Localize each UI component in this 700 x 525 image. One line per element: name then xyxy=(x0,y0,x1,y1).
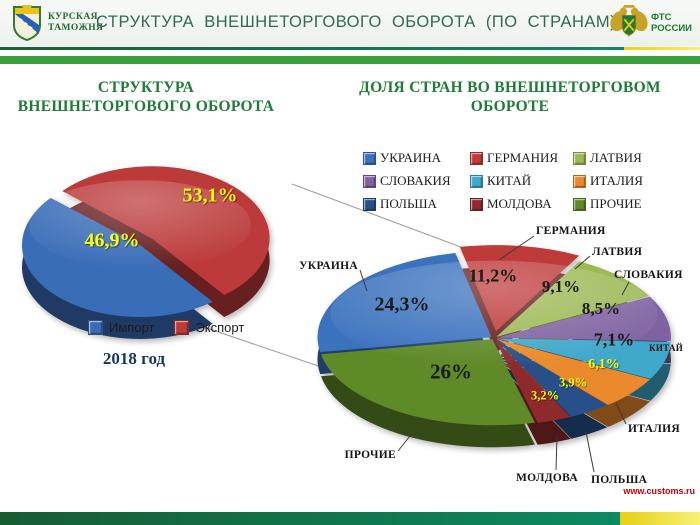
pie-connector-line xyxy=(291,183,494,260)
legend-item-poland: ПОЛЬША xyxy=(363,196,470,212)
right-chart-title-line1: ДОЛЯ СТРАН ВО ВНЕШНЕТОРГОВОМ xyxy=(359,79,661,96)
legend-item-others: ПРОЧИЕ xyxy=(573,196,687,212)
leader-line-italy xyxy=(615,402,627,425)
leader-line-latvia xyxy=(574,255,591,270)
org-name: КУРСКАЯ ТАМОЖНЯ xyxy=(48,12,103,35)
leader-line-moldova xyxy=(555,435,558,471)
legend-swatch-china xyxy=(470,174,483,188)
website-link: www.customs.ru xyxy=(623,486,695,496)
pie-gloss-highlight xyxy=(330,260,658,368)
legend-item-export: Экспорт xyxy=(174,320,244,335)
leader-line-germany xyxy=(498,235,535,261)
legend-swatch-germany xyxy=(470,151,483,165)
legend-swatch-italy xyxy=(573,174,586,188)
legend-label-moldova: МОЛДОВА xyxy=(487,196,552,211)
legend-label-china: КИТАЙ xyxy=(487,173,532,188)
org-name-line2: ТАМОЖНЯ xyxy=(48,23,104,34)
left-chart-title: СТРУКТУРА ВНЕШНЕТОРГОВОГО ОБОРОТА xyxy=(15,79,277,117)
header: КУРСКАЯ ТАМОЖНЯ СТРУКТУРА ВНЕШНЕТОРГОВОГ… xyxy=(0,0,700,46)
legend-item-moldova: МОЛДОВА xyxy=(470,196,573,212)
legend-swatch-slovakia xyxy=(363,174,376,188)
legend-swatch-others xyxy=(573,197,586,211)
legend-label-slovakia: СЛОВАКИЯ xyxy=(380,173,451,188)
leader-line-poland xyxy=(585,431,595,473)
legend-swatch-ukraine xyxy=(363,151,376,165)
divider-bar-green xyxy=(0,56,700,64)
legend-item-china: КИТАЙ xyxy=(470,173,573,189)
fts-name-line2: РОССИИ xyxy=(651,22,692,34)
divider-stripe-yellow xyxy=(624,47,700,50)
legend-label-latvia: ЛАТВИЯ xyxy=(590,150,642,165)
org-name-line1: КУРСКАЯ xyxy=(48,12,98,22)
countries-legend: УКРАИНА ГЕРМАНИЯ ЛАТВИЯ СЛОВАКИЯ КИТАЙ ИТАЛИЯ… xyxy=(363,150,687,212)
legend-item-italy: ИТАЛИЯ xyxy=(573,173,687,189)
kursk-customs-logo-icon xyxy=(13,5,41,42)
left-chart-title-line2: ВНЕШНЕТОРГОВОГО ОБОРОТА xyxy=(17,97,275,115)
leader-line-ukraine xyxy=(359,269,368,292)
legend-item-ukraine: УКРАИНА xyxy=(363,150,470,166)
import-export-legend: Импорт Экспорт xyxy=(88,320,244,335)
legend-label-others: ПРОЧИЕ xyxy=(590,196,642,211)
legend-swatch-latvia xyxy=(573,151,586,165)
legend-label-poland: ПОЛЬША xyxy=(380,196,437,211)
legend-item-germany: ГЕРМАНИЯ xyxy=(470,150,573,166)
leader-line-slovakia xyxy=(621,281,630,296)
year-label: 2018 год xyxy=(102,349,166,368)
fts-russia-eagle-icon xyxy=(610,4,648,38)
legend-item-latvia: ЛАТВИЯ xyxy=(573,150,687,166)
leader-line-others xyxy=(397,430,415,452)
legend-label-italy: ИТАЛИЯ xyxy=(590,173,643,188)
fts-name: ФТС РОССИИ xyxy=(651,12,692,35)
right-chart-title: ДОЛЯ СТРАН ВО ВНЕШНЕТОРГОВОМ ОБОРОТЕ xyxy=(352,79,668,117)
import-export-pie-chart xyxy=(21,166,270,340)
footer-bar-yellow xyxy=(620,512,700,525)
legend-swatch-moldova xyxy=(470,197,483,211)
legend-item-import: Импорт xyxy=(88,320,154,335)
footer-bar-green xyxy=(0,512,620,525)
legend-swatch-export xyxy=(174,320,190,335)
divider-stripe-teal xyxy=(0,47,624,50)
fts-name-line1: ФТС xyxy=(651,12,672,23)
legend-swatch-import xyxy=(88,320,103,335)
legend-item-slovakia: СЛОВАКИЯ xyxy=(363,173,470,189)
legend-label-export: Экспорт xyxy=(195,320,245,335)
right-chart-title-line2: ОБОРОТЕ xyxy=(470,97,550,115)
countries-pie-chart xyxy=(317,245,671,448)
legend-label-import: Импорт xyxy=(109,320,155,335)
legend-label-ukraine: УКРАИНА xyxy=(380,150,441,165)
legend-label-germany: ГЕРМАНИЯ xyxy=(487,150,559,165)
legend-swatch-poland xyxy=(363,197,376,211)
page-title: СТРУКТУРА ВНЕШНЕТОРГОВОГО ОБОРОТА (ПО СТ… xyxy=(96,13,617,31)
pie-gloss-highlight xyxy=(29,180,251,270)
left-chart-title-line1: СТРУКТУРА xyxy=(97,79,195,96)
